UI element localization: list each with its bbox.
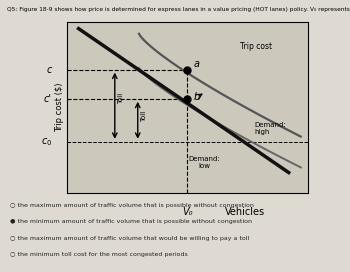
Text: Demand:
high: Demand: high [255, 122, 287, 134]
Text: $c_0$: $c_0$ [41, 136, 52, 148]
Text: ○ the maximum amount of traffic volume that would be willing to pay a toll: ○ the maximum amount of traffic volume t… [10, 236, 250, 241]
Text: ○ the minimum toll cost for the most congested periods: ○ the minimum toll cost for the most con… [10, 252, 188, 257]
Text: a: a [193, 59, 199, 69]
Text: Demand:
low: Demand: low [188, 156, 220, 169]
Text: ● the minimum amount of traffic volume that is possible without congestion: ● the minimum amount of traffic volume t… [10, 220, 252, 224]
Text: Toll: Toll [141, 111, 147, 122]
Text: Toll: Toll [118, 93, 124, 104]
Text: Q5: Figure 18-9 shows how price is determined for express lanes in a value prici: Q5: Figure 18-9 shows how price is deter… [7, 7, 350, 13]
Text: c: c [47, 65, 52, 75]
Text: c': c' [44, 94, 52, 104]
Y-axis label: Trip cost ($): Trip cost ($) [55, 83, 64, 132]
Text: Trip cost: Trip cost [240, 42, 273, 51]
Text: V₀: V₀ [182, 207, 192, 217]
Text: ○ the maximum amount of traffic volume that is possible without congestion: ○ the maximum amount of traffic volume t… [10, 203, 254, 208]
Text: Vehicles: Vehicles [225, 207, 265, 217]
Text: b: b [193, 92, 199, 102]
